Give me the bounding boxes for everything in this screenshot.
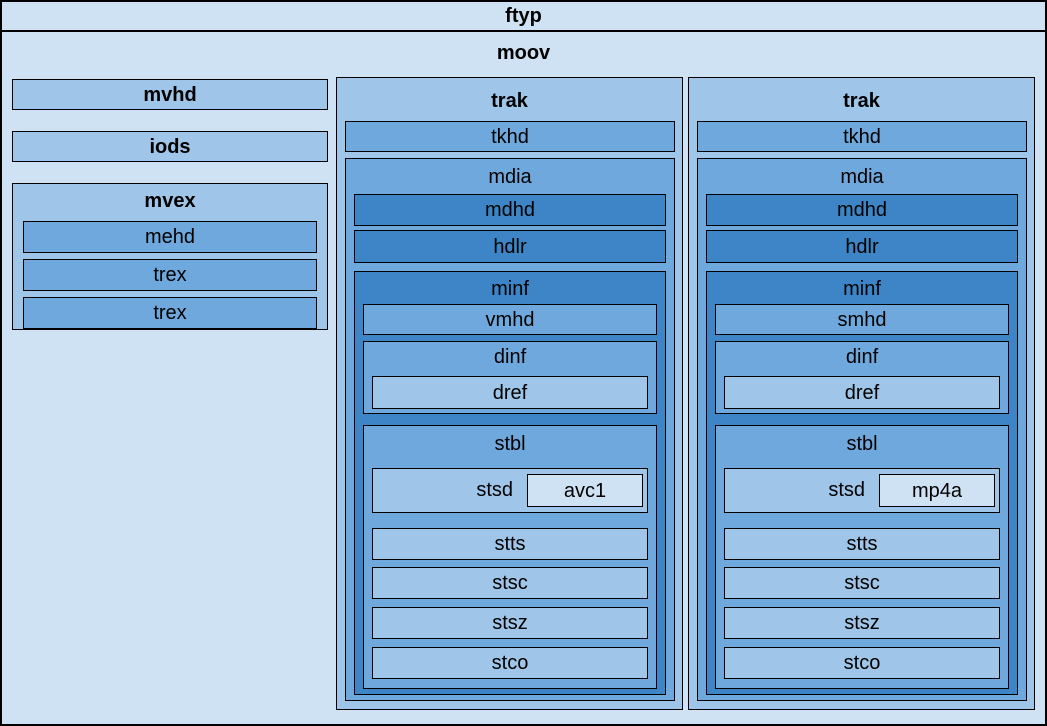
stbl-audio-label: stbl (846, 433, 878, 455)
box-moov: moov mvhd iods mvex mehd trex trex trak … (2, 34, 1045, 724)
dinf-audio-label: dinf (845, 346, 879, 368)
box-trex-2: trex (23, 297, 317, 329)
box-mdia-video: mdia mdhd hdlr minf vmhd dinf dref stbl … (345, 158, 675, 701)
box-dref-audio: dref (724, 376, 1000, 409)
box-tkhd-video: tkhd (345, 121, 675, 152)
box-stco-video: stco (372, 647, 648, 679)
box-trex-1: trex (23, 259, 317, 291)
box-stsd-video: stsd avc1 (372, 468, 648, 513)
stsd-video-label: stsd (476, 479, 513, 501)
minf-audio-label: minf (843, 278, 881, 300)
box-stsz-video: stsz (372, 607, 648, 639)
box-stsc-audio: stsc (724, 567, 1000, 599)
box-dinf-video: dinf dref (363, 341, 657, 414)
box-stsc-video: stsc (372, 567, 648, 599)
box-mvhd: mvhd (12, 79, 328, 110)
box-smhd: smhd (715, 304, 1009, 335)
dinf-video-label: dinf (493, 346, 527, 368)
box-stsd-audio: stsd mp4a (724, 468, 1000, 513)
mvex-label: mvex (144, 190, 196, 212)
box-hdlr-video: hdlr (354, 230, 666, 263)
box-minf-video: minf vmhd dinf dref stbl stsd avc1 stts … (354, 271, 666, 695)
box-stbl-audio: stbl stsd mp4a stts stsc stsz stco (715, 425, 1009, 689)
box-mdhd-audio: mdhd (706, 194, 1018, 226)
box-stco-audio: stco (724, 647, 1000, 679)
box-iods: iods (12, 131, 328, 162)
box-trak-audio: trak tkhd mdia mdhd hdlr minf smhd dinf … (688, 77, 1035, 710)
minf-video-label: minf (491, 278, 529, 300)
box-stts-video: stts (372, 528, 648, 560)
box-vmhd: vmhd (363, 304, 657, 335)
trak-video-label: trak (491, 90, 528, 112)
box-dinf-audio: dinf dref (715, 341, 1009, 414)
box-stts-audio: stts (724, 528, 1000, 560)
box-stbl-video: stbl stsd avc1 stts stsc stsz stco (363, 425, 657, 689)
box-mdhd-video: mdhd (354, 194, 666, 226)
stbl-video-label: stbl (494, 433, 526, 455)
mdia-video-label: mdia (488, 166, 532, 188)
box-mvex: mvex mehd trex trex (12, 183, 328, 330)
left-column: mvhd iods mvex mehd trex trex (12, 79, 328, 330)
box-mdia-audio: mdia mdhd hdlr minf smhd dinf dref stbl … (697, 158, 1027, 701)
box-tkhd-audio: tkhd (697, 121, 1027, 152)
box-sample-entry-avc1: avc1 (527, 474, 643, 507)
mdia-audio-label: mdia (840, 166, 884, 188)
trak-audio-label: trak (843, 90, 880, 112)
box-sample-entry-mp4a: mp4a (879, 474, 995, 507)
box-ftyp: ftyp (2, 2, 1045, 32)
box-trak-video: trak tkhd mdia mdhd hdlr minf vmhd dinf … (336, 77, 683, 710)
ftyp-label: ftyp (505, 4, 542, 27)
box-dref-video: dref (372, 376, 648, 409)
box-mehd: mehd (23, 221, 317, 253)
box-stsz-audio: stsz (724, 607, 1000, 639)
box-minf-audio: minf smhd dinf dref stbl stsd mp4a stts … (706, 271, 1018, 695)
box-hdlr-audio: hdlr (706, 230, 1018, 263)
stsd-audio-label: stsd (828, 479, 865, 501)
moov-label: moov (496, 42, 551, 64)
